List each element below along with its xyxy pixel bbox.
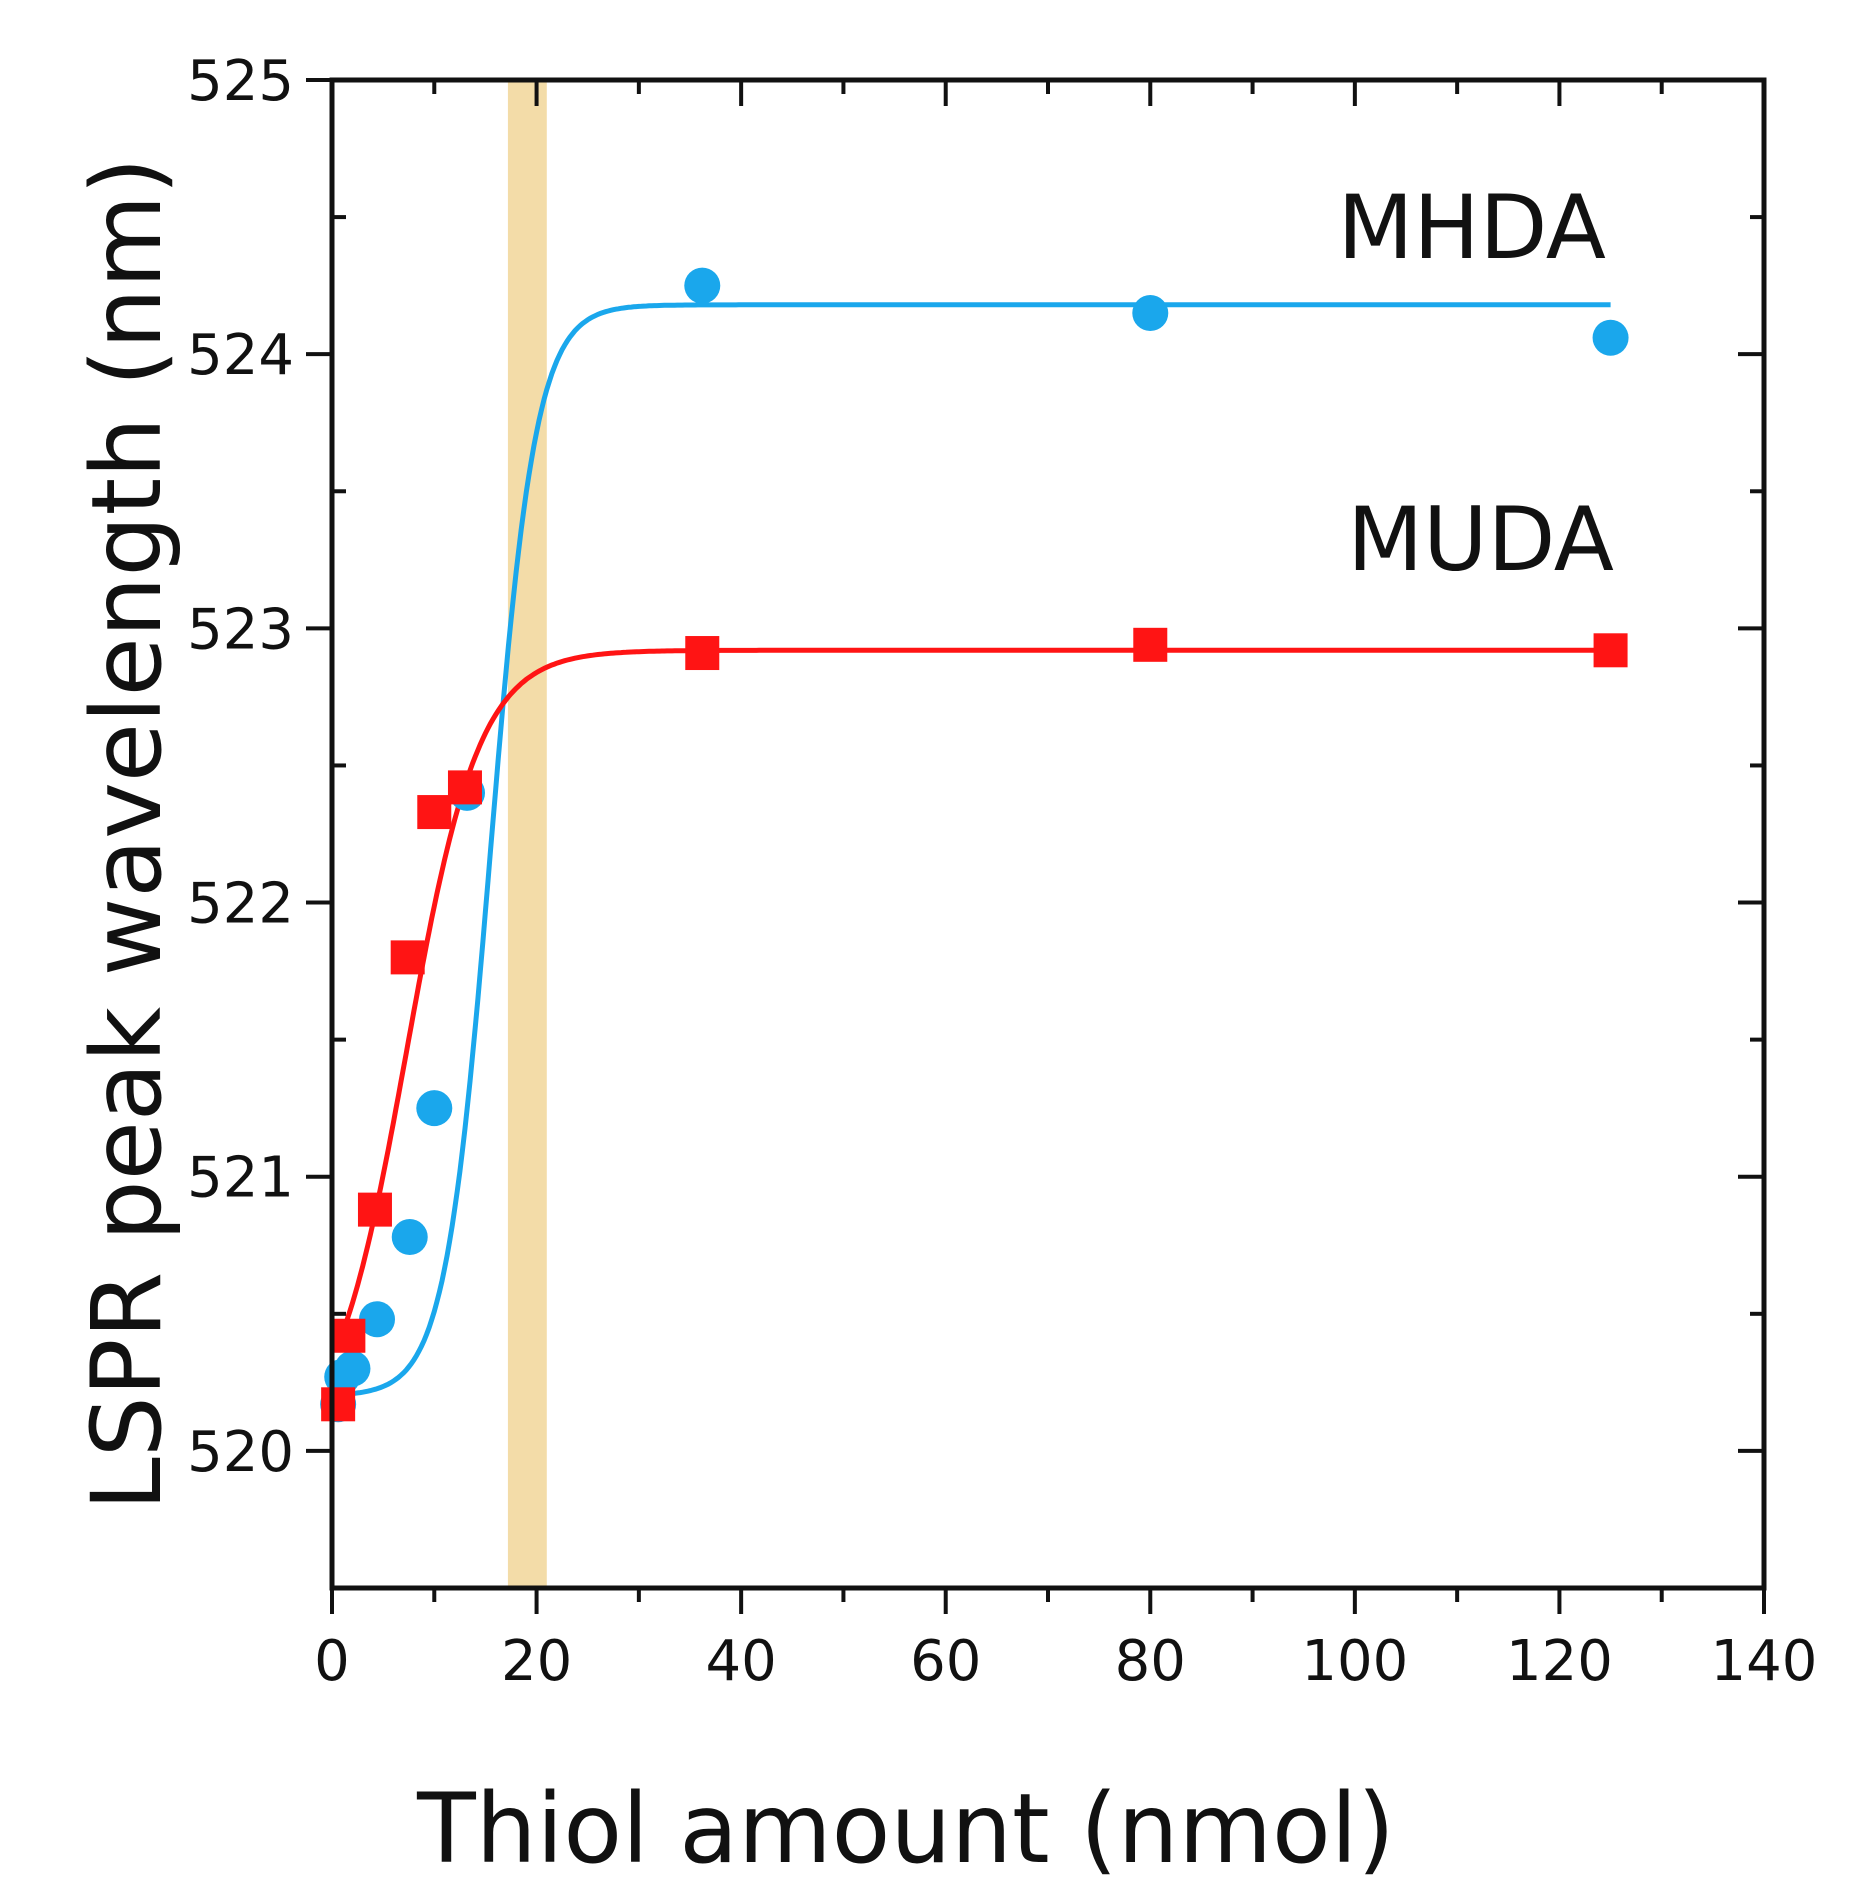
y-tick-label: 521: [187, 1146, 294, 1211]
data-point-mhda: [1132, 295, 1169, 332]
data-point-muda: [331, 1318, 366, 1353]
y-tick-label: 525: [187, 49, 294, 114]
x-tick-label: 20: [501, 1629, 572, 1694]
axis-ticks: [306, 78, 1766, 1614]
data-point-muda: [321, 1387, 356, 1422]
y-tick-label: 522: [187, 872, 294, 937]
data-point-muda: [1133, 627, 1168, 662]
data-point-muda: [357, 1192, 392, 1227]
data-point-muda: [417, 795, 452, 830]
x-tick-label: 0: [314, 1629, 350, 1694]
x-tick-label: 80: [1115, 1629, 1186, 1694]
data-point-muda: [685, 636, 720, 671]
data-point-muda: [447, 770, 482, 805]
fit-curve-mhda: [336, 302, 1611, 1398]
x-tick-label: 140: [1711, 1629, 1818, 1694]
data-point-muda: [1593, 633, 1628, 668]
data-point-muda: [390, 940, 425, 975]
x-tick-label: 100: [1301, 1629, 1408, 1694]
data-point-mhda: [1592, 319, 1629, 356]
series-label-mhda: MHDA: [1337, 176, 1606, 279]
data-point-mhda: [391, 1219, 428, 1256]
y-axis-title: LSPR peak wavelength (nm): [71, 157, 183, 1510]
data-point-mhda: [684, 267, 721, 304]
axis-tick-labels: 0 20 40 60 80 100 120 140 520 521 522 523 524 525: [187, 49, 1817, 1694]
data-markers: [320, 267, 1629, 1423]
fit-curves: [334, 302, 1611, 1398]
x-tick-label: 40: [706, 1629, 777, 1694]
y-tick-label: 523: [187, 597, 294, 662]
y-tick-label: 520: [187, 1420, 294, 1485]
highlight-band: [507, 80, 547, 1588]
x-tick-label: 120: [1506, 1629, 1613, 1694]
data-point-mhda: [416, 1090, 453, 1127]
y-tick-label: 524: [187, 323, 294, 388]
series-label-muda: MUDA: [1347, 488, 1614, 591]
x-tick-label: 60: [910, 1629, 981, 1694]
data-point-mhda: [334, 1350, 371, 1387]
x-axis-title: Thiol amount (nmol): [416, 1773, 1395, 1885]
fit-curve-muda: [334, 647, 1611, 1349]
data-point-mhda: [359, 1301, 396, 1338]
